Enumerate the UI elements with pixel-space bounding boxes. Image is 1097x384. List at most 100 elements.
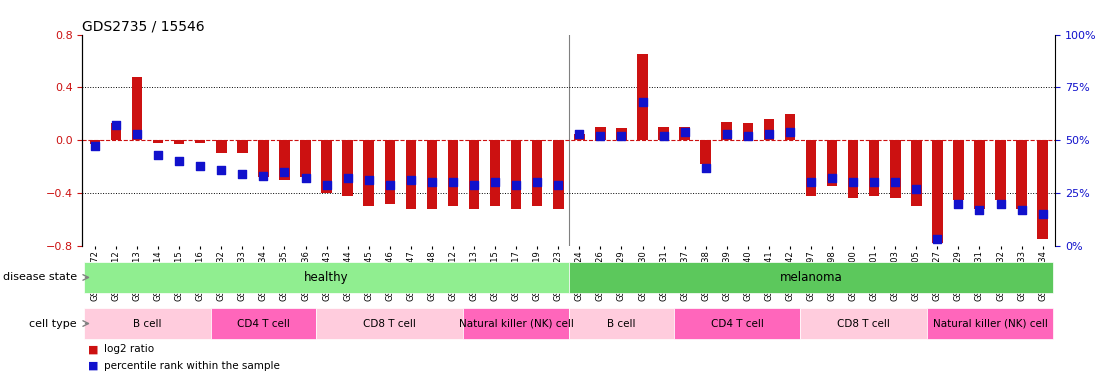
Point — [508, 182, 525, 188]
Point — [170, 158, 188, 164]
Bar — [406, 140, 416, 209]
Bar — [995, 140, 1006, 200]
Point — [739, 133, 757, 139]
Point — [192, 162, 210, 169]
Bar — [617, 128, 626, 140]
Bar — [911, 140, 921, 206]
Bar — [195, 140, 205, 143]
Point — [612, 133, 630, 139]
Bar — [700, 140, 711, 164]
Bar — [316, 308, 464, 339]
Point — [297, 175, 315, 181]
Point — [928, 236, 946, 243]
Point — [255, 173, 272, 179]
Text: melanoma: melanoma — [780, 271, 842, 284]
Bar — [637, 55, 647, 140]
Point — [275, 169, 293, 175]
Point — [907, 186, 925, 192]
Bar — [152, 140, 163, 143]
Text: CD8 T cell: CD8 T cell — [837, 318, 890, 329]
Bar — [784, 114, 795, 140]
Point — [403, 177, 420, 184]
Bar — [211, 308, 316, 339]
Bar — [258, 140, 269, 177]
Point — [149, 152, 167, 158]
Point — [866, 179, 883, 185]
Bar — [321, 140, 332, 193]
Point — [108, 122, 125, 129]
Bar — [342, 140, 353, 195]
Text: GDS2735 / 15546: GDS2735 / 15546 — [82, 20, 205, 33]
Point — [760, 131, 778, 137]
Bar — [1016, 140, 1027, 209]
Bar — [658, 127, 669, 140]
Bar — [805, 140, 816, 195]
Point — [971, 207, 988, 213]
Text: ■: ■ — [88, 361, 99, 371]
Point — [1013, 207, 1030, 213]
Point — [591, 133, 609, 139]
Bar — [568, 262, 1053, 293]
Bar — [84, 262, 568, 293]
Text: disease state: disease state — [2, 272, 77, 283]
Bar — [932, 140, 942, 243]
Bar — [84, 308, 211, 339]
Text: B cell: B cell — [608, 318, 635, 329]
Text: log2 ratio: log2 ratio — [104, 344, 155, 354]
Bar — [468, 140, 479, 209]
Point — [234, 171, 251, 177]
Bar — [216, 140, 227, 153]
Point — [950, 200, 968, 207]
Point — [676, 129, 693, 135]
Point — [213, 167, 230, 173]
Bar — [385, 140, 395, 204]
Bar — [553, 140, 564, 209]
Bar — [927, 308, 1053, 339]
Text: cell type: cell type — [30, 318, 77, 329]
Point — [87, 144, 104, 150]
Bar — [90, 140, 100, 144]
Bar — [953, 140, 963, 200]
Bar — [490, 140, 500, 206]
Bar — [301, 140, 310, 177]
Bar — [363, 140, 374, 206]
Point — [992, 200, 1009, 207]
Bar — [974, 140, 985, 209]
Bar — [237, 140, 248, 153]
Point — [802, 179, 819, 185]
Point — [550, 182, 567, 188]
Text: percentile rank within the sample: percentile rank within the sample — [104, 361, 280, 371]
Bar — [111, 123, 122, 140]
Point — [697, 165, 714, 171]
Point — [634, 99, 652, 105]
Text: CD4 T cell: CD4 T cell — [711, 318, 764, 329]
Text: healthy: healthy — [304, 271, 349, 284]
Bar — [827, 140, 837, 186]
Point — [1033, 211, 1051, 217]
Point — [845, 179, 862, 185]
Bar — [869, 140, 880, 195]
Bar — [848, 140, 858, 198]
Bar — [464, 308, 568, 339]
Bar — [132, 77, 143, 140]
Point — [381, 182, 398, 188]
Point — [655, 133, 672, 139]
Bar — [679, 127, 690, 140]
Text: CD8 T cell: CD8 T cell — [363, 318, 416, 329]
Bar — [174, 140, 184, 144]
Point — [465, 182, 483, 188]
Point — [823, 175, 840, 181]
Bar — [890, 140, 901, 198]
Bar — [595, 127, 606, 140]
Point — [444, 179, 462, 185]
Bar — [722, 122, 732, 140]
Bar — [448, 140, 459, 206]
Text: Natural killer (NK) cell: Natural killer (NK) cell — [459, 318, 574, 329]
Text: ■: ■ — [88, 344, 99, 354]
Point — [360, 177, 377, 184]
Bar — [568, 308, 674, 339]
Point — [717, 131, 735, 137]
Bar — [427, 140, 438, 209]
Point — [318, 182, 336, 188]
Bar — [532, 140, 543, 206]
